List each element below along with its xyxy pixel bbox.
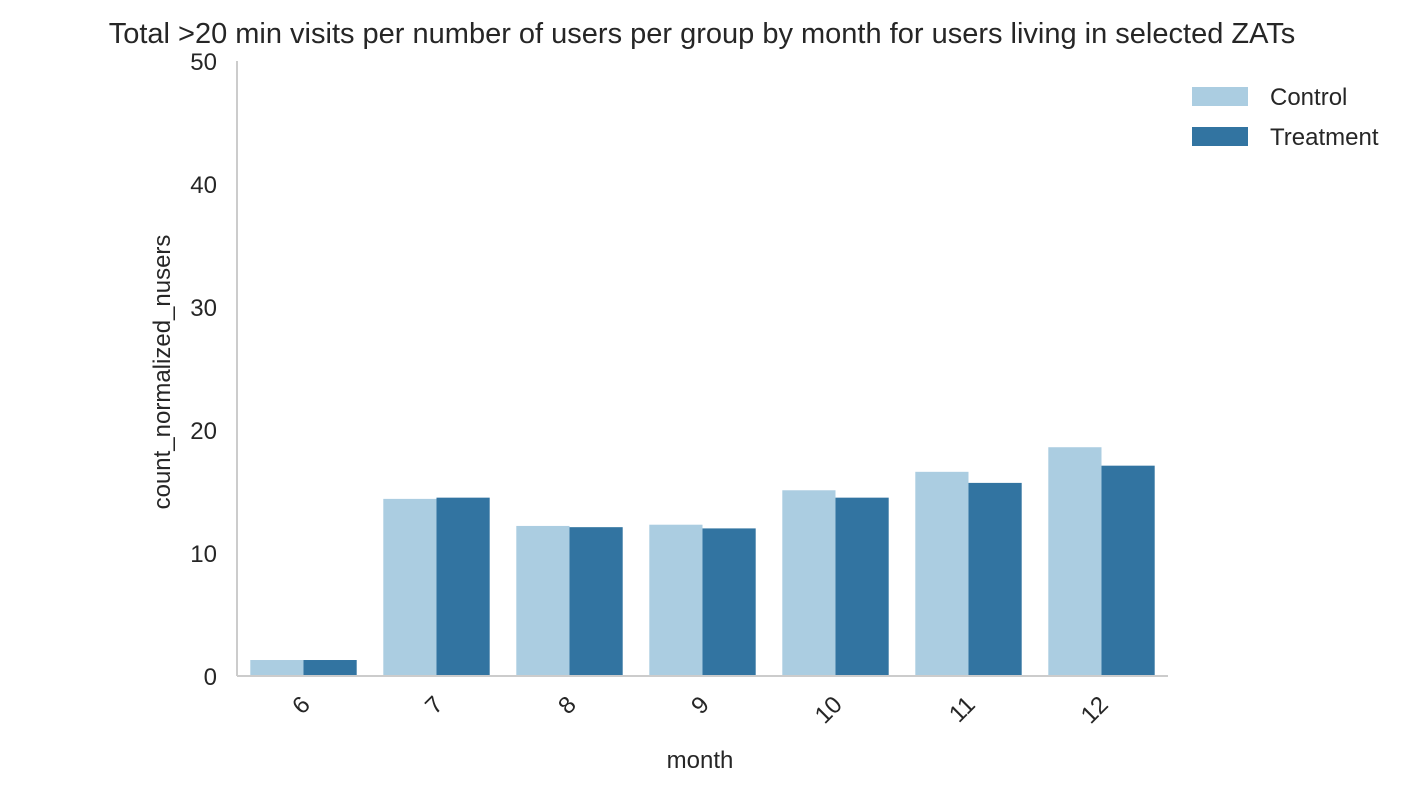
- legend: Control Treatment: [1192, 84, 1379, 151]
- legend-label-control: Control: [1270, 84, 1347, 111]
- x-tick-labels: 6 7 8 9 10 11 12: [287, 691, 1114, 729]
- bars-layer: [250, 447, 1155, 676]
- bar-control-8: [516, 525, 570, 676]
- x-axis-label: month: [667, 747, 734, 774]
- bar-treatment-7: [436, 497, 490, 676]
- y-tick-label: 40: [190, 172, 217, 199]
- x-tick-label: 7: [420, 691, 449, 720]
- x-tick-label: 12: [1076, 691, 1114, 729]
- legend-swatch-treatment: [1192, 127, 1248, 146]
- bar-treatment-6: [303, 660, 357, 676]
- bar-treatment-12: [1101, 465, 1155, 676]
- bar-control-10: [782, 490, 836, 676]
- x-tick-label: 10: [810, 691, 848, 729]
- chart-title: Total >20 min visits per number of users…: [109, 18, 1296, 50]
- x-tick-label: 8: [553, 691, 582, 720]
- bar-control-9: [649, 524, 703, 676]
- y-tick-label: 0: [204, 664, 217, 691]
- bar-treatment-8: [569, 527, 623, 676]
- bar-treatment-11: [968, 482, 1022, 676]
- x-tick-label: 9: [686, 691, 715, 720]
- bar-control-12: [1048, 447, 1102, 676]
- legend-label-treatment: Treatment: [1270, 124, 1379, 151]
- bar-control-7: [383, 498, 437, 676]
- bar-treatment-9: [702, 528, 756, 676]
- y-tick-label: 50: [190, 49, 217, 76]
- legend-swatch-control: [1192, 87, 1248, 106]
- bar-treatment-10: [835, 497, 889, 676]
- x-tick-label: 6: [287, 691, 316, 720]
- y-tick-label: 30: [190, 295, 217, 322]
- y-tick-label: 20: [190, 418, 217, 445]
- x-tick-label: 11: [944, 691, 981, 728]
- y-tick-labels: 0 10 20 30 40 50: [190, 49, 217, 691]
- bar-control-11: [915, 471, 969, 676]
- y-tick-label: 10: [190, 541, 217, 568]
- y-axis-label: count_normalized_nusers: [149, 235, 176, 510]
- bar-control-6: [250, 660, 304, 676]
